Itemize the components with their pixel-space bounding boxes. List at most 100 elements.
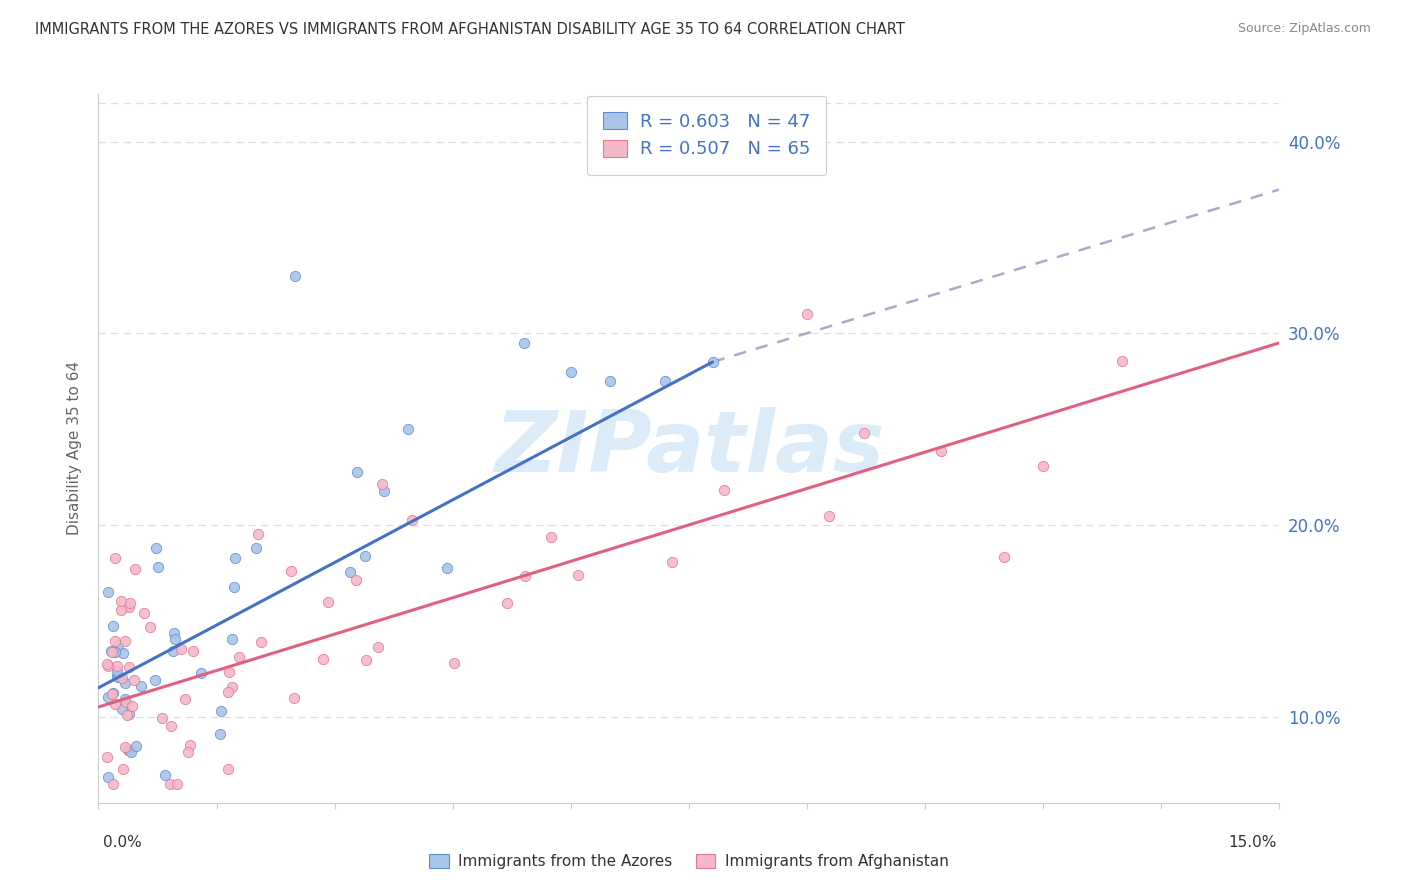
Point	[217, 685, 239, 699]
Point	[284, 268, 307, 283]
Point	[513, 568, 536, 582]
Point	[713, 483, 735, 497]
Point	[224, 550, 246, 565]
Point	[540, 530, 562, 544]
Point	[222, 581, 245, 595]
Point	[163, 626, 186, 640]
Point	[599, 374, 621, 388]
Point	[104, 633, 127, 648]
Point	[162, 644, 184, 658]
Point	[702, 355, 724, 369]
Point	[97, 585, 120, 599]
Point	[353, 549, 375, 564]
Point	[110, 602, 132, 616]
Text: ZIPatlas: ZIPatlas	[494, 407, 884, 490]
Point	[209, 727, 232, 741]
Point	[280, 564, 302, 578]
Text: Source: ZipAtlas.com: Source: ZipAtlas.com	[1237, 22, 1371, 36]
Point	[396, 422, 419, 436]
Point	[346, 465, 368, 479]
Point	[179, 738, 201, 752]
Point	[166, 777, 188, 791]
Point	[318, 594, 340, 608]
Point	[512, 335, 534, 350]
Point	[163, 632, 186, 646]
Point	[111, 671, 134, 685]
Point	[283, 690, 305, 705]
Point	[567, 567, 589, 582]
Point	[148, 560, 170, 574]
Point	[96, 657, 118, 671]
Point	[160, 719, 183, 733]
Point	[339, 566, 361, 580]
Y-axis label: Disability Age 35 to 64: Disability Age 35 to 64	[67, 361, 83, 535]
Point	[118, 600, 141, 615]
Point	[111, 701, 134, 715]
Point	[120, 745, 142, 759]
Point	[104, 645, 127, 659]
Point	[101, 686, 124, 700]
Point	[155, 768, 177, 782]
Point	[122, 673, 145, 687]
Point	[117, 743, 139, 757]
Point	[103, 550, 125, 565]
Point	[114, 694, 136, 708]
Point	[107, 670, 129, 684]
Point	[245, 541, 267, 555]
Point	[817, 509, 839, 524]
Point	[132, 606, 155, 620]
Point	[852, 426, 875, 441]
Point	[114, 739, 136, 754]
Point	[124, 562, 146, 576]
Point	[101, 618, 124, 632]
Point	[221, 632, 243, 646]
Point	[654, 374, 676, 388]
Point	[661, 555, 683, 569]
Point	[221, 680, 243, 694]
Point	[118, 706, 141, 721]
Point	[107, 638, 129, 652]
Point	[114, 691, 136, 706]
Point	[1111, 354, 1133, 368]
Point	[104, 697, 127, 711]
Point	[125, 739, 148, 753]
Point	[170, 641, 193, 656]
Point	[246, 526, 269, 541]
Point	[209, 704, 232, 718]
Point	[145, 541, 167, 556]
Point	[97, 659, 120, 673]
Point	[312, 652, 335, 666]
Point	[97, 690, 120, 704]
Point	[96, 750, 118, 764]
Point	[796, 307, 818, 321]
Legend: Immigrants from the Azores, Immigrants from Afghanistan: Immigrants from the Azores, Immigrants f…	[423, 848, 955, 875]
Point	[367, 640, 389, 654]
Point	[344, 573, 367, 587]
Point	[105, 669, 128, 683]
Point	[354, 653, 377, 667]
Point	[228, 649, 250, 664]
Point	[112, 763, 135, 777]
Legend: R = 0.603   N = 47, R = 0.507   N = 65: R = 0.603 N = 47, R = 0.507 N = 65	[588, 95, 827, 175]
Point	[100, 644, 122, 658]
Point	[181, 644, 204, 658]
Point	[112, 646, 135, 660]
Point	[101, 687, 124, 701]
Point	[143, 673, 166, 687]
Point	[190, 666, 212, 681]
Point	[108, 670, 131, 684]
Point	[118, 660, 141, 674]
Point	[177, 745, 200, 759]
Point	[103, 777, 125, 791]
Text: 15.0%: 15.0%	[1229, 836, 1277, 850]
Point	[115, 707, 138, 722]
Point	[121, 699, 143, 714]
Point	[101, 645, 124, 659]
Point	[929, 444, 952, 458]
Point	[150, 711, 173, 725]
Point	[560, 365, 582, 379]
Point	[1032, 459, 1054, 474]
Point	[443, 656, 465, 670]
Text: IMMIGRANTS FROM THE AZORES VS IMMIGRANTS FROM AFGHANISTAN DISABILITY AGE 35 TO 6: IMMIGRANTS FROM THE AZORES VS IMMIGRANTS…	[35, 22, 905, 37]
Point	[218, 665, 240, 680]
